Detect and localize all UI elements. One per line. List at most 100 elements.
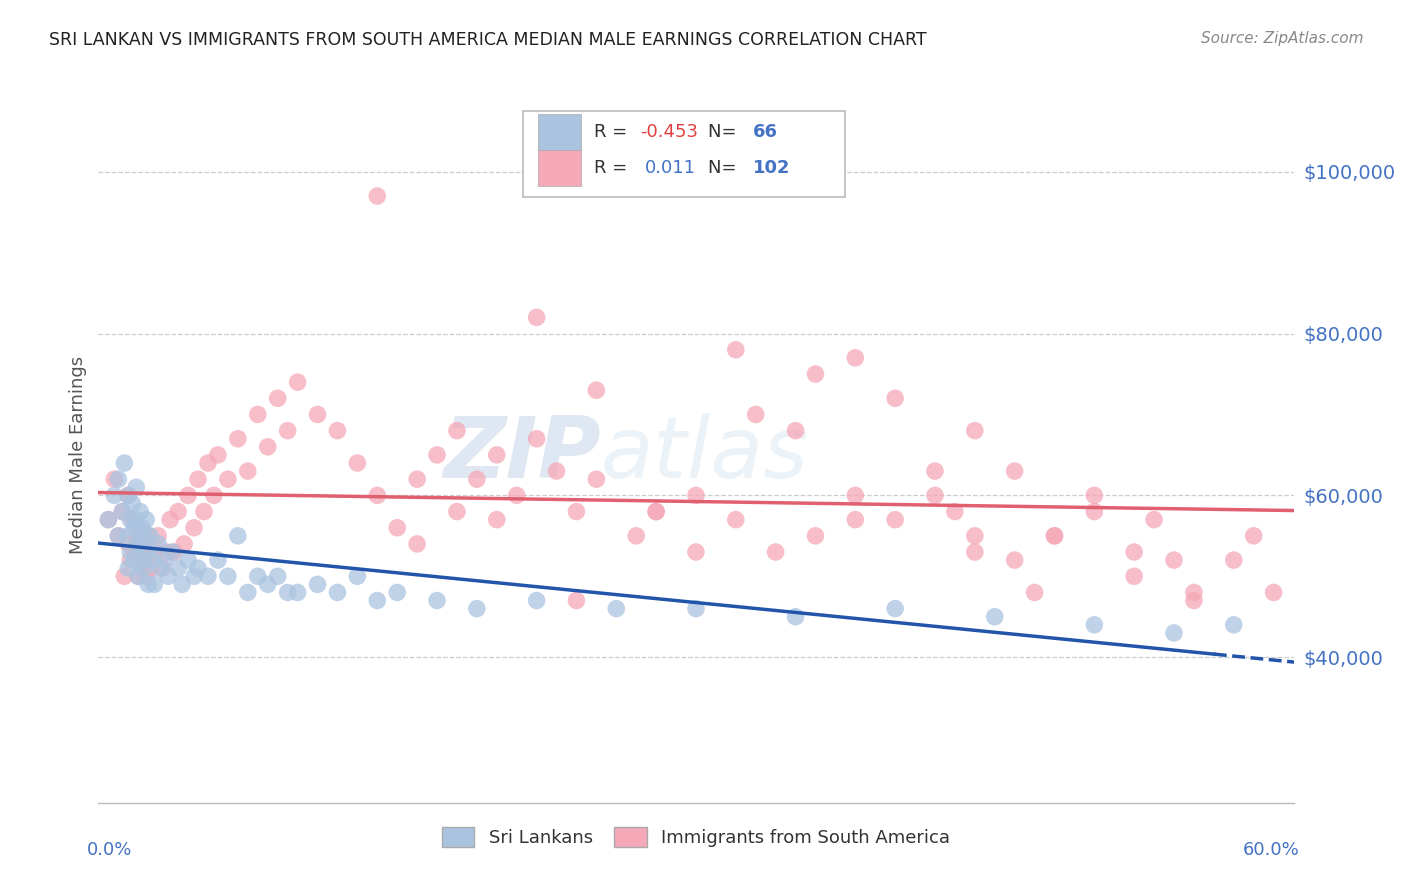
Point <box>125 480 148 494</box>
Point <box>112 569 135 583</box>
Point <box>124 521 146 535</box>
Point <box>177 488 200 502</box>
Point <box>1182 585 1205 599</box>
Point <box>256 440 278 454</box>
Point <box>136 545 159 559</box>
Point <box>446 504 468 518</box>
Point <box>1243 529 1265 543</box>
Point <box>963 424 986 438</box>
Point <box>120 553 142 567</box>
Point <box>117 537 139 551</box>
Point <box>426 448 449 462</box>
Point <box>134 561 156 575</box>
Point <box>111 504 134 518</box>
Point <box>167 561 190 575</box>
Point <box>765 545 787 559</box>
Point <box>385 521 409 535</box>
Point <box>150 561 173 575</box>
Point <box>256 577 278 591</box>
Point <box>884 392 907 406</box>
Point <box>326 424 349 438</box>
Point <box>136 577 159 591</box>
Text: ZIP: ZIP <box>443 413 600 497</box>
Point <box>129 504 152 518</box>
Point <box>884 513 907 527</box>
Point <box>183 521 205 535</box>
Point <box>465 601 488 615</box>
Point <box>177 553 200 567</box>
Point <box>117 561 139 575</box>
Point <box>1043 529 1066 543</box>
Point <box>139 529 162 543</box>
Point <box>884 601 907 615</box>
Point <box>111 504 134 518</box>
Point <box>246 408 269 422</box>
Point <box>287 375 309 389</box>
Point <box>120 545 142 559</box>
Point <box>136 529 159 543</box>
Point <box>173 537 195 551</box>
Point <box>1083 488 1105 502</box>
Point <box>117 488 139 502</box>
Point <box>117 488 139 502</box>
Point <box>277 424 299 438</box>
Point <box>724 513 747 527</box>
Point <box>134 537 156 551</box>
Point <box>129 521 152 535</box>
Point <box>134 529 156 543</box>
FancyBboxPatch shape <box>538 150 581 186</box>
Text: Source: ZipAtlas.com: Source: ZipAtlas.com <box>1201 31 1364 46</box>
Point <box>366 593 388 607</box>
Point <box>187 561 209 575</box>
Point <box>148 537 170 551</box>
Point <box>143 545 166 559</box>
Point <box>984 609 1007 624</box>
Point <box>526 432 548 446</box>
Point <box>785 609 807 624</box>
Point <box>565 504 588 518</box>
Point <box>1123 569 1146 583</box>
Point <box>226 529 249 543</box>
Point <box>217 472 239 486</box>
Point <box>685 601 707 615</box>
Point <box>107 472 129 486</box>
Point <box>183 569 205 583</box>
Point <box>844 488 866 502</box>
Point <box>226 432 249 446</box>
Point <box>506 488 529 502</box>
Point <box>167 504 190 518</box>
Point <box>943 504 966 518</box>
Point <box>745 408 768 422</box>
Point <box>141 553 163 567</box>
Point <box>124 545 146 559</box>
Point <box>277 585 299 599</box>
Point <box>153 553 176 567</box>
Point <box>1182 593 1205 607</box>
Point <box>160 545 183 559</box>
Point <box>97 513 120 527</box>
Point <box>963 545 986 559</box>
Point <box>526 310 548 325</box>
Point <box>1143 513 1166 527</box>
Point <box>307 408 329 422</box>
Point <box>844 351 866 365</box>
Point <box>446 424 468 438</box>
Point <box>172 577 194 591</box>
Point <box>366 189 388 203</box>
Text: 102: 102 <box>754 159 790 177</box>
Point <box>546 464 568 478</box>
Point <box>267 392 290 406</box>
Point <box>385 585 409 599</box>
Text: 60.0%: 60.0% <box>1243 841 1299 859</box>
Point <box>246 569 269 583</box>
Y-axis label: Median Male Earnings: Median Male Earnings <box>69 356 87 554</box>
Point <box>107 529 129 543</box>
Point <box>103 488 125 502</box>
Point <box>135 513 157 527</box>
Point <box>287 585 309 599</box>
Point <box>187 472 209 486</box>
Text: N=: N= <box>709 159 742 177</box>
Point <box>131 553 153 567</box>
Point <box>131 553 153 567</box>
Text: 66: 66 <box>754 123 779 141</box>
